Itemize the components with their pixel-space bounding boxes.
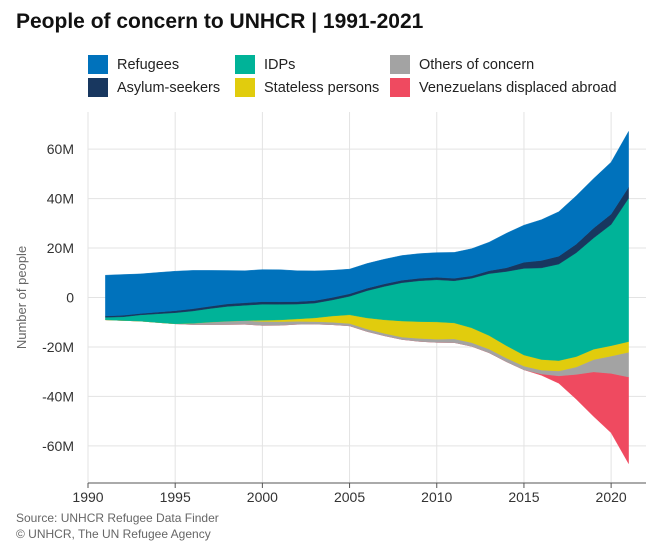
legend-swatch-refugees bbox=[88, 55, 108, 74]
y-tick-label: 0 bbox=[66, 290, 74, 306]
legend-swatch-others-of-concern bbox=[390, 55, 410, 74]
legend-label-asylum-seekers: Asylum-seekers bbox=[117, 79, 221, 96]
legend-item-asylum-seekers: Asylum-seekers bbox=[88, 78, 220, 97]
y-tick-label: 60M bbox=[47, 141, 74, 157]
x-axis: 1990 1995 2000 2005 2010 2015 2020 bbox=[72, 482, 646, 505]
legend-label-others-of-concern: Others of concern bbox=[419, 56, 535, 73]
x-tick-label: 2000 bbox=[247, 489, 278, 505]
y-tick-label: 40M bbox=[47, 191, 74, 207]
chart-legend: Refugees Asylum-seekers IDPs Stateless p… bbox=[88, 55, 648, 99]
y-axis: -60M -40M -20M 0 20M 40M 60M bbox=[42, 141, 74, 454]
legend-item-stateless-persons: Stateless persons bbox=[235, 78, 379, 97]
legend-swatch-idps bbox=[235, 55, 255, 74]
copyright-note: © UNHCR, The UN Refugee Agency bbox=[16, 527, 211, 541]
legend-label-stateless-persons: Stateless persons bbox=[264, 79, 380, 96]
legend-item-idps: IDPs bbox=[235, 55, 295, 74]
legend-swatch-stateless-persons bbox=[235, 78, 255, 97]
y-axis-title: Number of people bbox=[14, 246, 29, 349]
legend-swatch-venezuelans bbox=[390, 78, 410, 97]
legend-label-venezuelans: Venezuelans displaced abroad bbox=[419, 79, 617, 96]
legend-label-idps: IDPs bbox=[264, 56, 296, 73]
series-areas bbox=[105, 131, 629, 464]
y-tick-label: 20M bbox=[47, 240, 74, 256]
legend-item-refugees: Refugees bbox=[88, 55, 179, 74]
source-note: Source: UNHCR Refugee Data Finder bbox=[16, 511, 219, 525]
legend-item-others-of-concern: Others of concern bbox=[390, 55, 534, 74]
legend-label-refugees: Refugees bbox=[117, 56, 180, 73]
y-tick-label: -60M bbox=[42, 438, 74, 454]
legend-swatch-asylum-seekers bbox=[88, 78, 108, 97]
x-tick-label: 2010 bbox=[421, 489, 452, 505]
x-tick-label: 2005 bbox=[334, 489, 365, 505]
x-tick-label: 1990 bbox=[72, 489, 103, 505]
x-tick-label: 1995 bbox=[160, 489, 191, 505]
x-tick-label: 2015 bbox=[508, 489, 539, 505]
area-refugees bbox=[105, 131, 629, 317]
y-tick-label: -20M bbox=[42, 339, 74, 355]
legend-item-venezuelans: Venezuelans displaced abroad bbox=[390, 78, 617, 97]
x-tick-label: 2020 bbox=[596, 489, 627, 505]
chart-title: People of concern to UNHCR | 1991-2021 bbox=[16, 10, 424, 33]
y-tick-label: -40M bbox=[42, 388, 74, 404]
